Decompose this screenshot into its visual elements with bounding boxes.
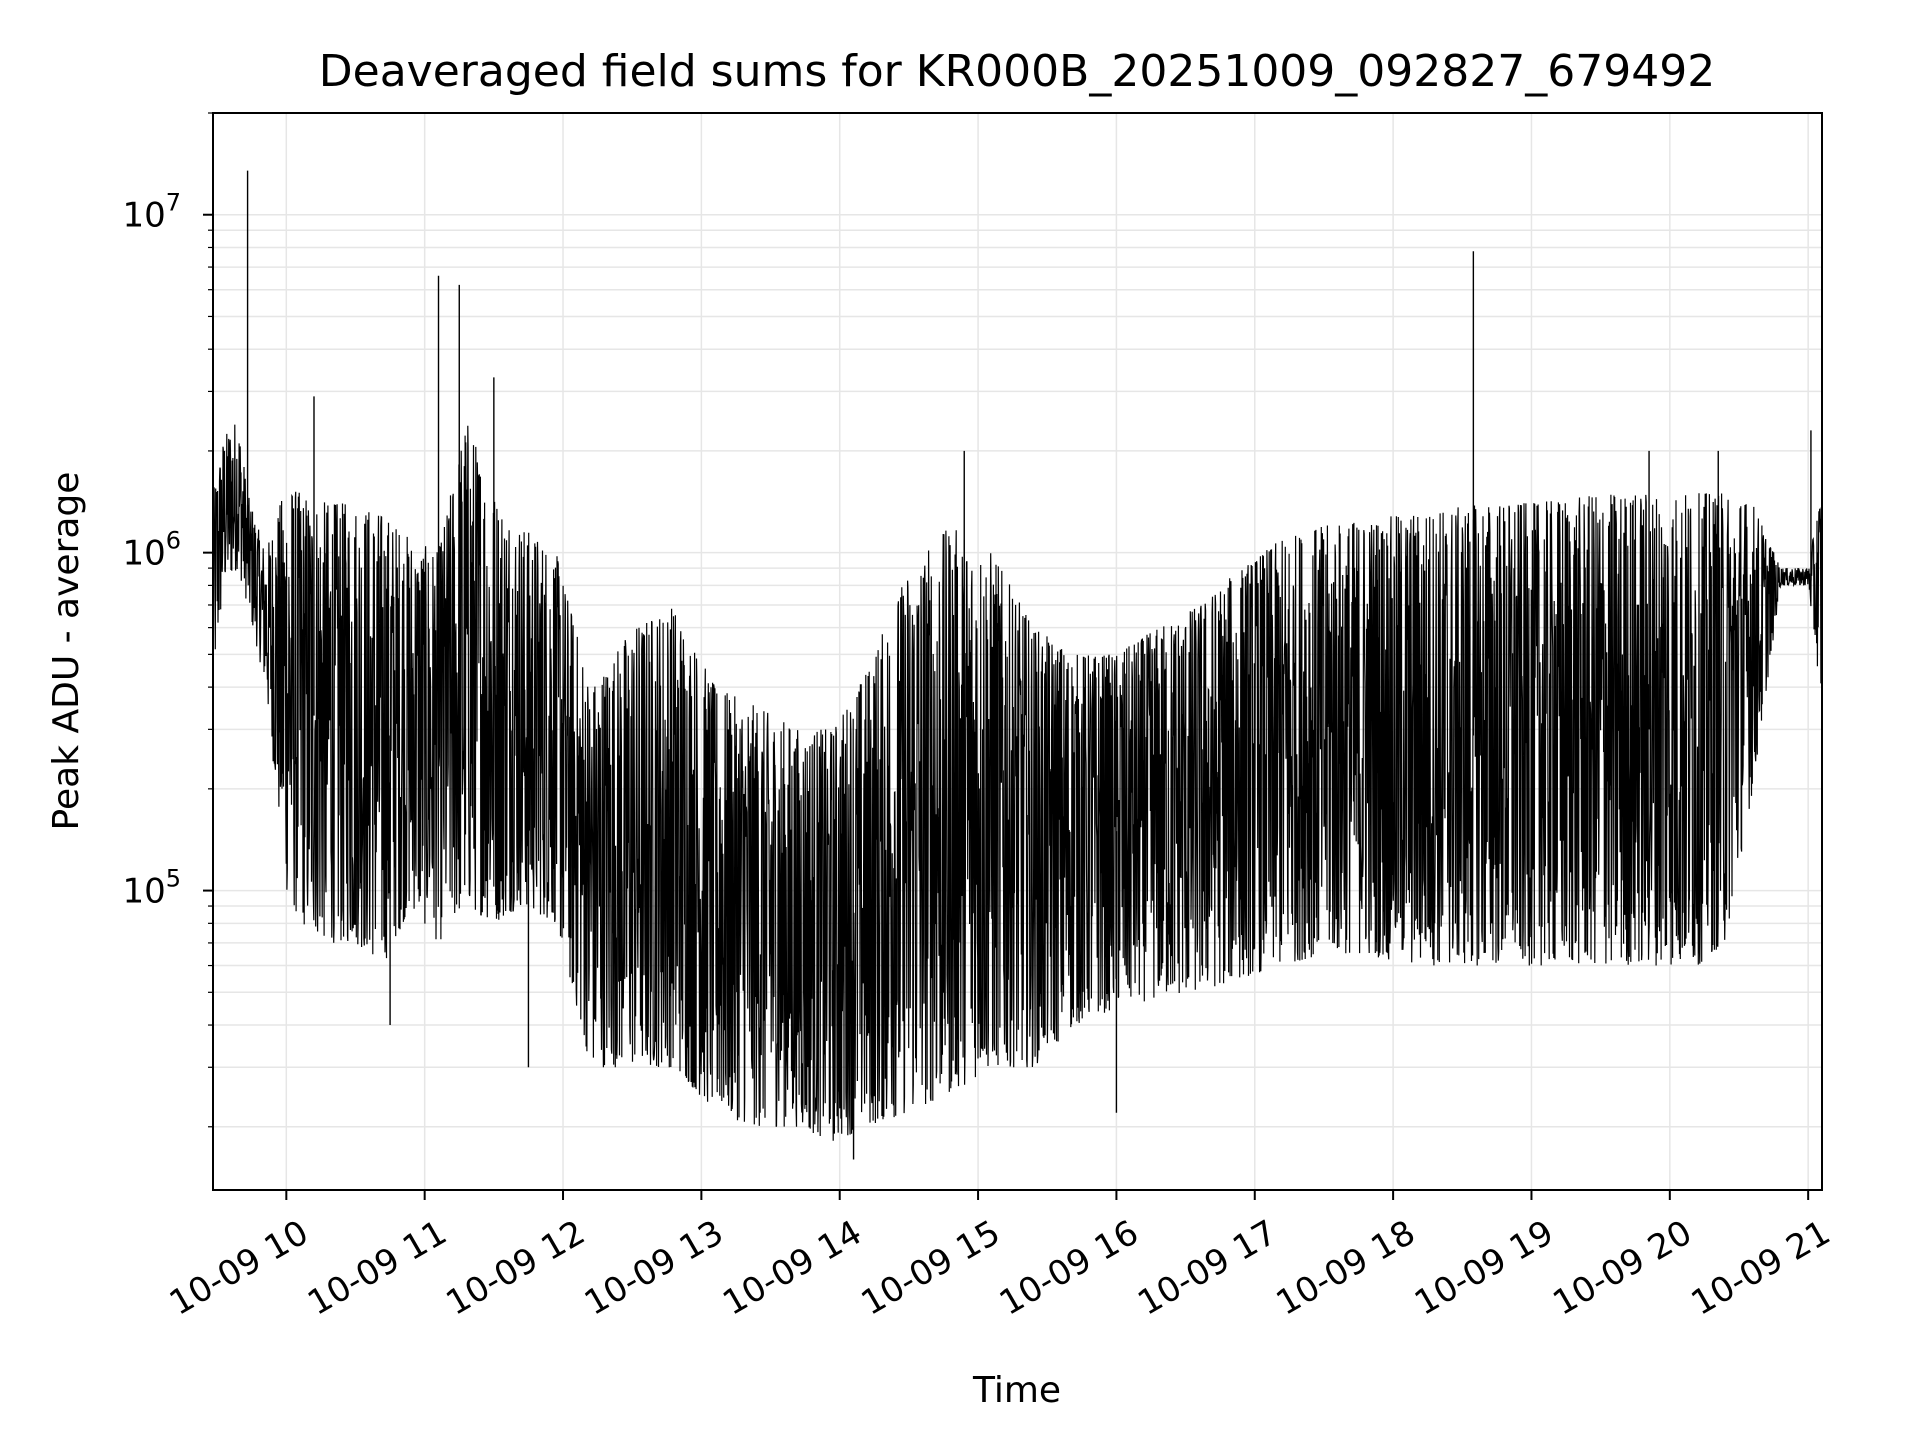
plot-frame bbox=[212, 112, 1823, 1191]
chart-title: Deaveraged field sums for KR000B_2025100… bbox=[319, 46, 1715, 97]
y-tick-label: 106 bbox=[122, 527, 181, 574]
y-axis-label: Peak ADU - average bbox=[46, 472, 87, 831]
y-tick-label: 107 bbox=[122, 189, 181, 236]
series-line bbox=[212, 424, 1823, 1141]
data-series bbox=[212, 170, 1823, 1160]
y-axis-ticks: 105 106 107 bbox=[122, 112, 213, 1128]
x-axis-label: Time bbox=[972, 1370, 1061, 1411]
y-tick-label: 105 bbox=[122, 865, 181, 912]
